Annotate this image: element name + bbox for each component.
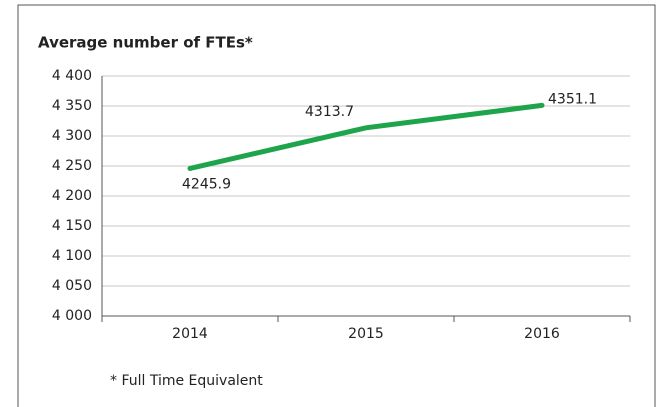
data-label: 4313.7 <box>305 104 354 120</box>
y-tick-label: 4 200 <box>52 188 92 204</box>
x-tick-label: 2016 <box>524 326 560 342</box>
y-tick-label: 4 000 <box>52 308 92 324</box>
y-tick-label: 4 250 <box>52 158 92 174</box>
y-tick-label: 4 400 <box>52 68 92 84</box>
y-tick-label: 4 150 <box>52 218 92 234</box>
y-tick-label: 4 350 <box>52 98 92 114</box>
data-label: 4245.9 <box>182 176 231 192</box>
x-tick-label: 2014 <box>172 326 208 342</box>
x-tick-label: 2015 <box>348 326 384 342</box>
frame <box>17 4 656 407</box>
y-tick-label: 4 050 <box>52 278 92 294</box>
chart-title: Average number of FTEs* <box>38 34 253 52</box>
y-tick-label: 4 300 <box>52 128 92 144</box>
y-tick-label: 4 100 <box>52 248 92 264</box>
data-label: 4351.1 <box>548 91 597 107</box>
footnote: * Full Time Equivalent <box>110 373 263 389</box>
line-series <box>187 102 545 171</box>
